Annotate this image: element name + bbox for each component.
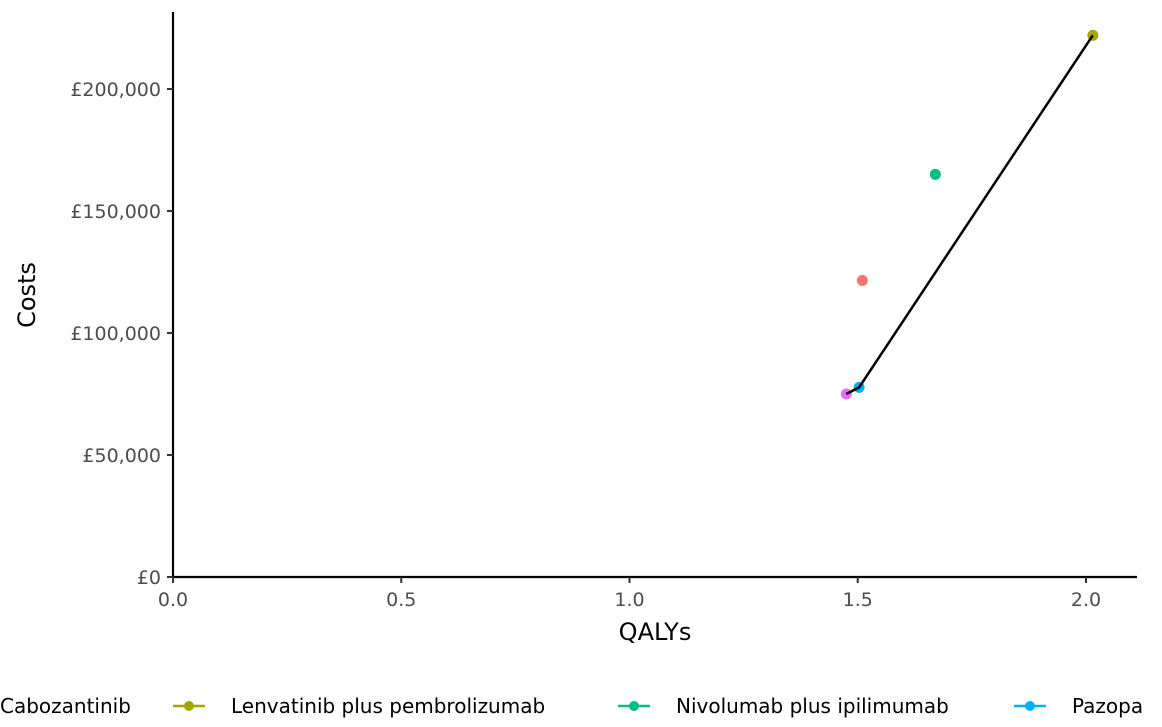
legend-label: Pazopa [1072, 694, 1143, 718]
legend-key-point [1025, 701, 1035, 711]
legend-key-point [629, 701, 639, 711]
y-axis-title: Costs [13, 262, 41, 328]
data-point-3 [929, 168, 941, 180]
legend-label: Cabozantinib [0, 694, 131, 718]
x-tick-label: 2.0 [1071, 589, 1101, 611]
y-tick-label: £150,000 [70, 201, 161, 223]
y-tick-label: £100,000 [70, 323, 161, 345]
frontier-line [845, 34, 1094, 396]
y-tick-label: £200,000 [70, 79, 161, 101]
x-tick-label: 0.5 [386, 589, 416, 611]
legend-label: Lenvatinib plus pembrolizumab [231, 694, 545, 718]
data-point-1 [856, 275, 868, 287]
frontier-layer [845, 34, 1094, 396]
x-tick-label: 1.5 [843, 589, 873, 611]
axes-layer: 0.0 0.5 1.0 1.5 2.0 £0 £50,000 £100,000 £150,000… [70, 12, 1137, 611]
x-tick-label: 1.0 [614, 589, 644, 611]
x-axis-title: QALYs [619, 618, 692, 646]
legend-key-point [184, 701, 194, 711]
y-tick-label: £50,000 [82, 445, 161, 467]
x-tick-label: 0.0 [158, 589, 188, 611]
legend: Cabozantinib Lenvatinib plus pembrolizuma… [0, 694, 1143, 718]
y-tick-label: £0 [137, 567, 161, 589]
legend-label: Nivolumab plus ipilimumab [676, 694, 949, 718]
